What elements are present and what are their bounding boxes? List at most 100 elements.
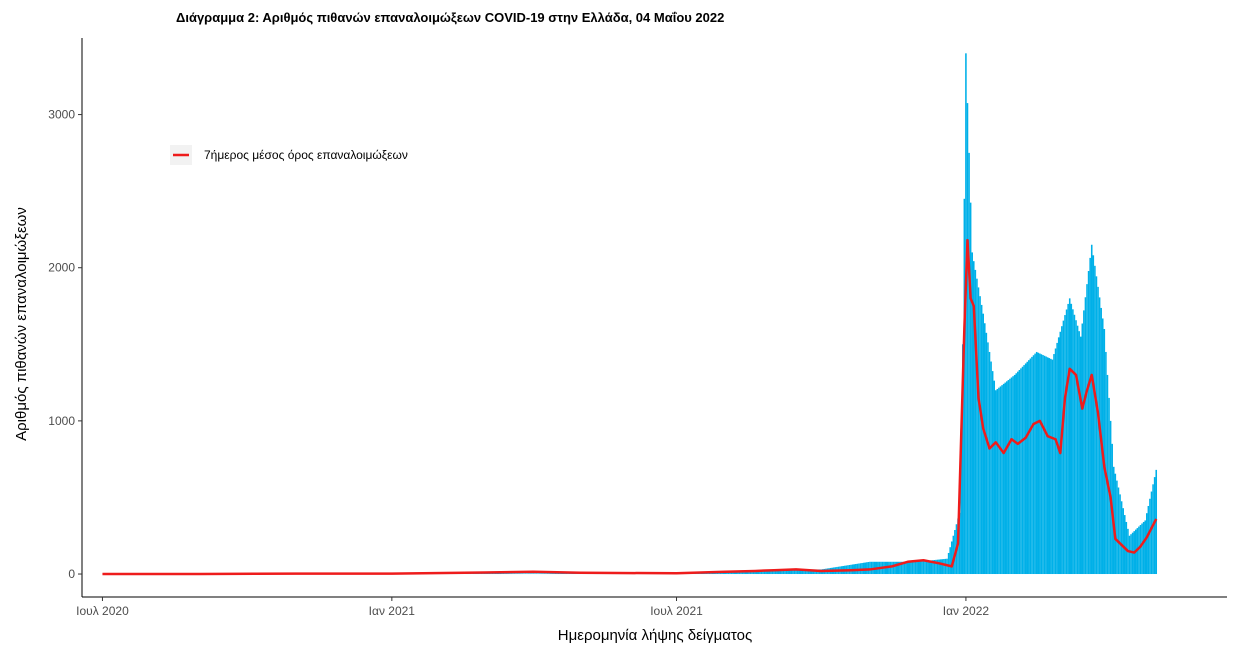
bar xyxy=(526,573,528,575)
bar xyxy=(919,561,922,575)
bar xyxy=(776,569,778,575)
bar xyxy=(804,569,807,575)
bar xyxy=(491,573,494,575)
bar xyxy=(925,560,928,575)
bar xyxy=(560,573,563,575)
bar xyxy=(933,560,936,575)
bar xyxy=(562,573,565,575)
bar xyxy=(1046,357,1049,575)
bar xyxy=(935,559,937,575)
chart-title: Διάγραμμα 2: Αριθμός πιθανών επαναλοιμώξ… xyxy=(176,10,724,25)
bar xyxy=(971,252,973,575)
bar xyxy=(862,562,865,575)
bar xyxy=(513,573,516,575)
bar xyxy=(766,569,769,575)
bar xyxy=(902,561,904,575)
x-axis-ticks: Ιουλ 2020 Ιαν 2021 Ιουλ 2021 Ιαν 2022 xyxy=(76,597,989,618)
bar xyxy=(501,573,503,575)
bar xyxy=(999,386,1002,575)
bar xyxy=(982,313,984,575)
bar xyxy=(796,569,799,575)
bar xyxy=(914,561,917,575)
bar xyxy=(952,535,955,575)
bar xyxy=(788,569,791,575)
bar xyxy=(553,573,555,575)
bar xyxy=(534,573,536,575)
bar xyxy=(1097,286,1099,575)
bar xyxy=(1075,320,1077,575)
bar xyxy=(482,573,484,575)
bar xyxy=(1084,297,1087,575)
bar xyxy=(943,559,945,575)
bar xyxy=(903,561,906,575)
bar xyxy=(787,569,789,575)
bar xyxy=(529,573,532,575)
bar xyxy=(972,261,975,575)
bar xyxy=(968,152,970,575)
x-axis-label: Ημερομηνία λήψης δείγματος xyxy=(558,627,752,644)
bar xyxy=(1023,365,1025,575)
bar xyxy=(515,573,517,575)
bar xyxy=(906,561,909,575)
bar xyxy=(976,278,978,575)
bar xyxy=(1128,535,1131,575)
bar xyxy=(504,573,506,575)
bar xyxy=(1067,303,1069,575)
bar xyxy=(939,559,942,575)
bar xyxy=(947,552,950,575)
bar xyxy=(771,569,774,575)
bar xyxy=(1028,360,1030,575)
bar xyxy=(936,559,939,575)
legend-label: 7ήμερος μέσος όρος επαναλοιμώξεων xyxy=(204,148,408,162)
bar xyxy=(518,573,521,575)
bar xyxy=(1141,523,1143,575)
bar xyxy=(1054,348,1057,575)
bar xyxy=(1114,473,1117,575)
bar xyxy=(507,573,510,575)
bar xyxy=(774,569,777,575)
bar xyxy=(979,296,981,575)
bar xyxy=(1076,325,1079,575)
bar xyxy=(866,562,868,575)
bar xyxy=(1010,377,1013,575)
bar xyxy=(900,561,903,575)
bar xyxy=(1042,355,1044,575)
bar xyxy=(889,561,892,575)
bar xyxy=(1153,477,1156,575)
bar xyxy=(784,569,786,575)
bar xyxy=(897,561,900,575)
bar xyxy=(1035,351,1038,575)
bar xyxy=(1064,315,1066,575)
bar xyxy=(1068,298,1071,575)
bar xyxy=(1116,480,1118,575)
bar xyxy=(545,573,547,575)
bar xyxy=(1051,359,1054,575)
bar xyxy=(498,573,500,575)
bar xyxy=(768,569,771,575)
bar xyxy=(510,573,513,575)
bar xyxy=(974,269,977,575)
bar xyxy=(520,573,522,575)
bar xyxy=(1061,326,1063,575)
bar xyxy=(911,561,914,575)
bar xyxy=(810,569,813,575)
bar xyxy=(1090,244,1093,575)
bar xyxy=(1015,373,1018,575)
bar xyxy=(1057,337,1060,575)
bar xyxy=(1039,353,1041,575)
bar xyxy=(1146,513,1148,575)
bar xyxy=(905,561,907,575)
bar xyxy=(496,573,498,575)
bar xyxy=(996,388,999,575)
bar xyxy=(488,573,491,575)
bar xyxy=(908,561,911,575)
bar xyxy=(564,573,566,575)
y-tick-label: 3000 xyxy=(48,108,75,122)
bar xyxy=(1117,487,1120,575)
bar xyxy=(1103,328,1106,575)
bar xyxy=(524,573,527,575)
bar xyxy=(801,569,804,575)
bar xyxy=(1056,342,1058,575)
bar xyxy=(944,558,947,575)
bar xyxy=(770,569,772,575)
